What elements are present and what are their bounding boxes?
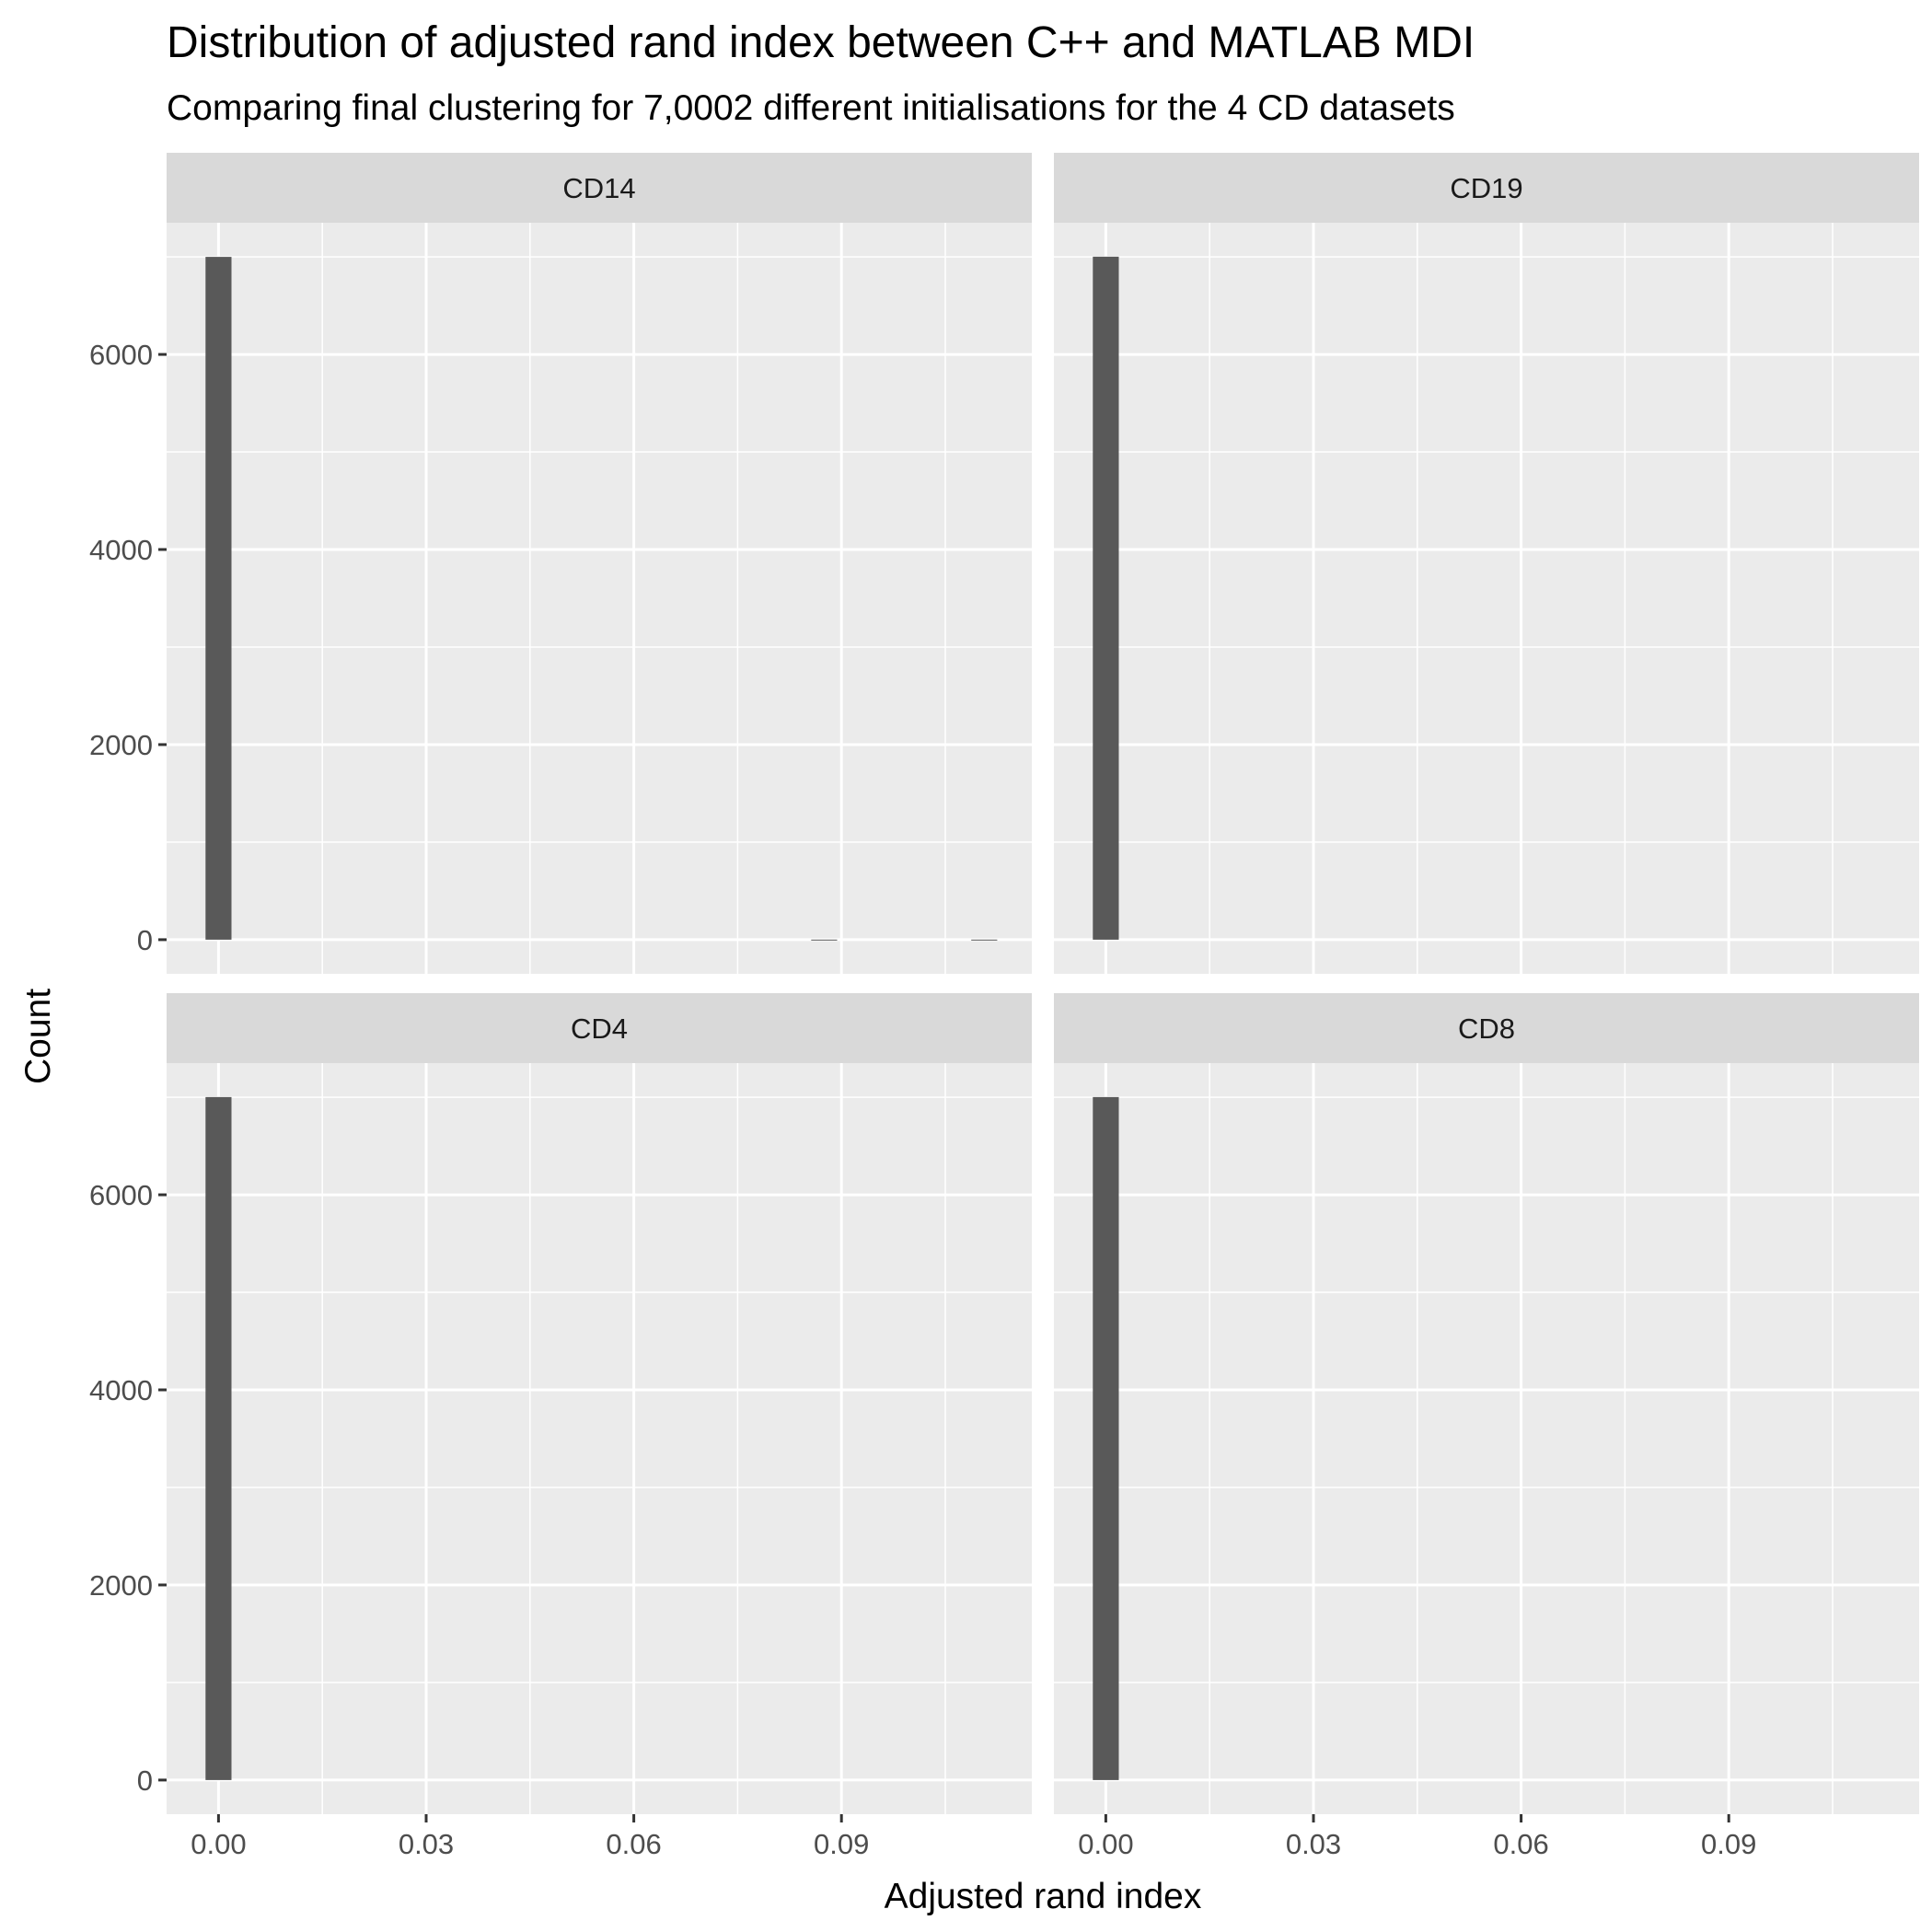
x-tick-label: 0.00 — [191, 1828, 246, 1860]
facet-panel-cd19: CD19 — [1054, 153, 1919, 974]
panel-background — [1054, 223, 1919, 974]
facet-strip — [167, 993, 1032, 1063]
chart-subtitle: Comparing final clustering for 7,0002 di… — [167, 88, 1455, 128]
y-tick-label: 2000 — [89, 1569, 153, 1602]
panel-background — [167, 1063, 1032, 1814]
x-tick-label: 0.09 — [1701, 1828, 1756, 1860]
y-tick-label: 6000 — [89, 1179, 153, 1211]
histogram-bar — [205, 1096, 232, 1780]
panel-background — [167, 223, 1032, 974]
x-axes: 0.00 0.03 0.06 0.09 0.00 0.03 0.06 0.09 — [191, 1814, 1756, 1860]
x-tick-label: 0.03 — [399, 1828, 454, 1860]
panel-background — [1054, 1063, 1919, 1814]
facet-panel-cd8: CD8 — [1054, 993, 1919, 1814]
x-axis-title: Adjusted rand index — [885, 1877, 1202, 1916]
histogram-bar — [971, 939, 998, 941]
facet-strip — [1054, 153, 1919, 223]
facet-strip-label: CD14 — [562, 172, 635, 204]
y-tick-label: 0 — [137, 1764, 153, 1797]
facet-strip-label: CD4 — [571, 1012, 628, 1045]
facet-strip-label: CD8 — [1458, 1012, 1515, 1045]
x-tick-label: 0.00 — [1078, 1828, 1133, 1860]
facet-panel-cd4: CD4 — [167, 993, 1032, 1814]
facet-strip — [167, 153, 1032, 223]
y-tick-label: 4000 — [89, 534, 153, 566]
x-tick-label: 0.09 — [814, 1828, 869, 1860]
y-tick-label: 2000 — [89, 729, 153, 761]
facet-strip-label: CD19 — [1450, 172, 1522, 204]
facet-panel-cd14: CD14 — [167, 153, 1032, 974]
x-tick-label: 0.03 — [1286, 1828, 1341, 1860]
y-tick-label: 4000 — [89, 1374, 153, 1406]
facet-strip — [1054, 993, 1919, 1063]
x-tick-label: 0.06 — [606, 1828, 661, 1860]
chart-title: Distribution of adjusted rand index betw… — [167, 18, 1475, 67]
y-tick-label: 6000 — [89, 339, 153, 371]
histogram-bar — [205, 257, 232, 940]
y-axes: 0 2000 4000 6000 0 2000 4000 6000 — [89, 339, 167, 1797]
facet-panels: CD14 CD19 CD4 CD8 — [167, 153, 1919, 1814]
x-tick-label: 0.06 — [1493, 1828, 1548, 1860]
histogram-bar — [1093, 1096, 1119, 1780]
histogram-bar — [1093, 256, 1119, 940]
y-axis-title: Count — [18, 989, 58, 1084]
histogram-bar — [811, 939, 838, 941]
y-tick-label: 0 — [137, 924, 153, 956]
